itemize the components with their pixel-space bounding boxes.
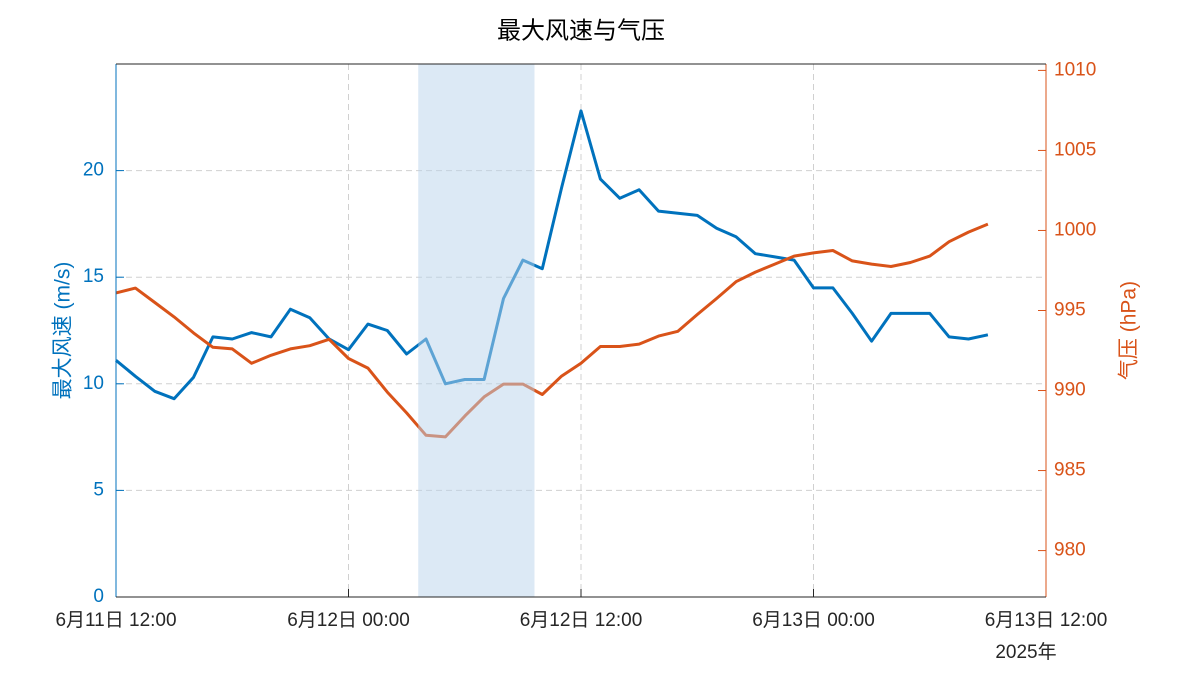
series-line: [115, 109, 989, 401]
series-line: [115, 222, 989, 439]
y-tick-label: 20: [83, 160, 104, 181]
y2-tick-label: 980: [1054, 540, 1086, 561]
x-tick-label: 6月13日 00:00: [752, 610, 875, 631]
x-tick-label: 6月13日 12:00: [985, 610, 1108, 631]
x-tick-label: 6月12日 12:00: [520, 610, 643, 631]
y-axis-label: 最大风速 (m/s): [52, 262, 75, 400]
y2-tick-label: 1000: [1054, 219, 1096, 240]
x-secondary-label: 2025年: [995, 641, 1056, 663]
y-tick-label: 15: [83, 266, 104, 287]
y2-tick-label: 990: [1054, 380, 1086, 401]
y2-tick-label: 1005: [1054, 139, 1096, 160]
y2-tick-label: 1010: [1054, 59, 1096, 80]
shaded-span: [418, 64, 535, 597]
x-tick-label: 6月11日 12:00: [55, 610, 176, 631]
chart-title: 最大风速与气压: [497, 17, 665, 44]
y2-tick-label: 985: [1054, 460, 1086, 481]
x-tick-label: 6月12日 00:00: [287, 610, 410, 631]
y2-axis-label: 气压 (hPa): [1118, 281, 1141, 380]
y-tick-label: 0: [93, 586, 104, 607]
y-tick-label: 5: [93, 479, 104, 500]
y2-tick-label: 995: [1054, 300, 1086, 321]
y-tick-label: 10: [83, 373, 104, 394]
